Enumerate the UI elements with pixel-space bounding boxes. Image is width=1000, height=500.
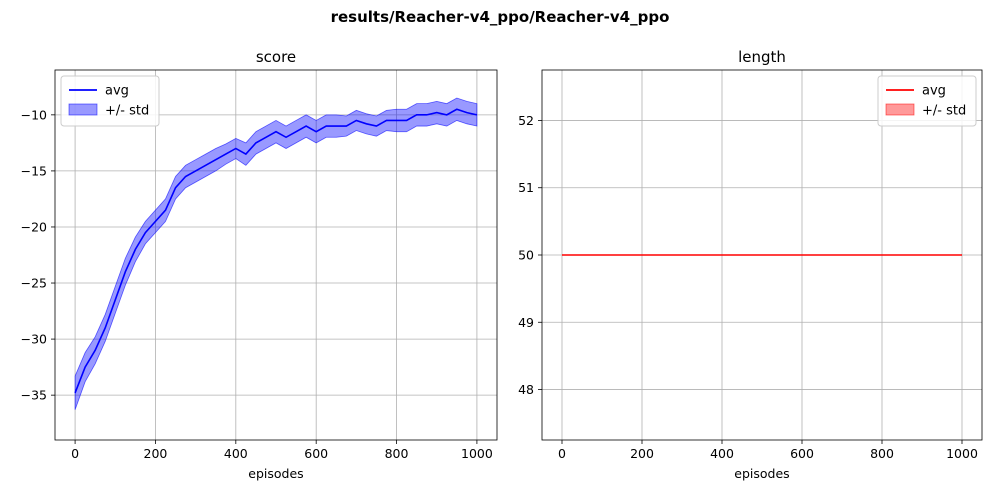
x-axis-label: episodes (734, 466, 789, 481)
y-tick-label: −15 (21, 163, 47, 178)
y-tick-label: 50 (518, 248, 534, 263)
x-tick-label: 400 (710, 446, 734, 461)
legend-std-swatch (885, 103, 915, 116)
subplot-score: 0 200 400 600 800 1000 −35 −30 −25 −20 −15 −10 score… (21, 48, 498, 481)
legend: avg +/- std (60, 75, 160, 127)
y-tick-label: 52 (518, 113, 534, 128)
y-tick-label: −35 (21, 388, 47, 403)
subplot-length: 0 200 400 600 800 1000 48 49 50 51 52 length episode… (518, 48, 983, 481)
y-tick-label: 51 (518, 180, 534, 195)
subplot-title: score (256, 48, 296, 66)
x-tick-label: 600 (304, 446, 328, 461)
legend-std-label: +/- std (105, 104, 149, 119)
figure-suptitle: results/Reacher-v4_ppo/Reacher-v4_ppo (330, 8, 670, 26)
legend-frame (60, 75, 160, 127)
x-axis-label: episodes (248, 466, 303, 481)
x-tick-label: 200 (144, 446, 168, 461)
y-tick-label: 48 (518, 382, 534, 397)
x-tick-label: 0 (71, 446, 79, 461)
legend: avg +/- std (877, 75, 977, 127)
legend-std-swatch (68, 103, 98, 116)
legend-frame (877, 75, 977, 127)
y-tick-label: −20 (21, 219, 47, 234)
x-tick-label: 1000 (946, 446, 978, 461)
axes-frame (54, 69, 498, 441)
legend-avg-label: avg (105, 84, 129, 99)
y-tick-label: 49 (518, 315, 534, 330)
legend-std-label: +/- std (922, 104, 966, 119)
x-tick-label: 0 (558, 446, 566, 461)
x-tick-label: 200 (630, 446, 654, 461)
x-tick-label: 800 (870, 446, 894, 461)
x-tick-label: 800 (385, 446, 409, 461)
subplot-title: length (738, 48, 786, 66)
legend-avg-label: avg (922, 84, 946, 99)
x-tick-label: 600 (790, 446, 814, 461)
x-tick-label: 400 (224, 446, 248, 461)
y-tick-label: −25 (21, 276, 47, 291)
x-tick-label: 1000 (461, 446, 493, 461)
std-band (74, 97, 478, 410)
y-tick-label: −30 (21, 332, 47, 347)
y-tick-label: −10 (21, 107, 47, 122)
avg-line (74, 108, 478, 394)
